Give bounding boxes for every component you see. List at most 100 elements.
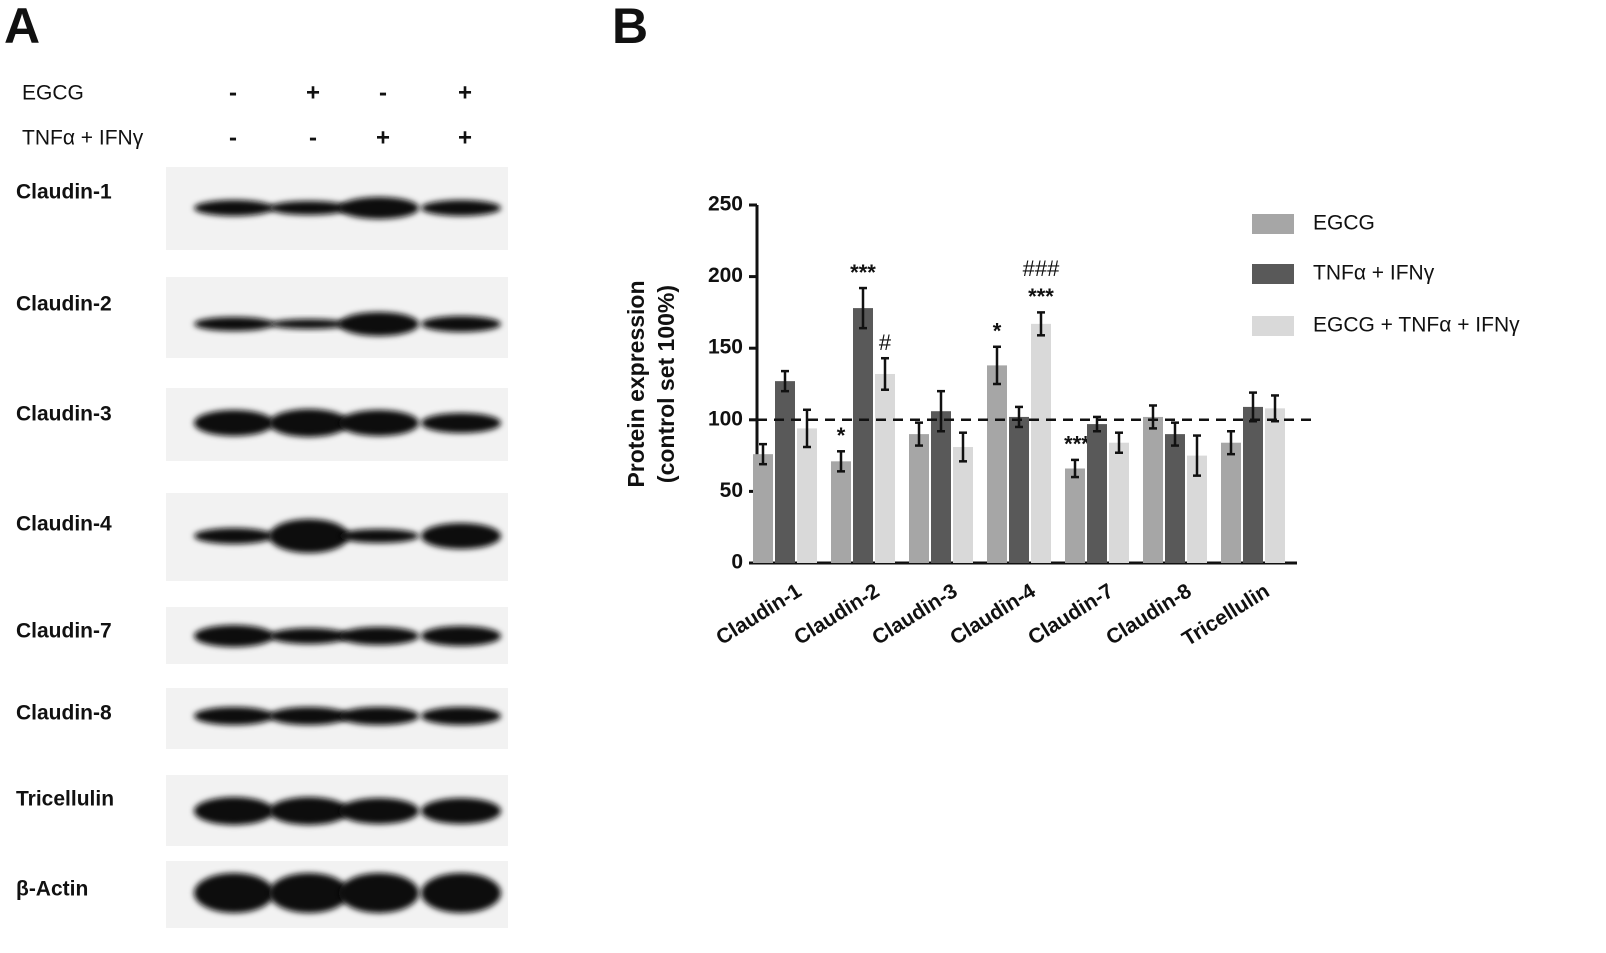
error-bar [1193,434,1201,477]
blot-band [194,707,274,725]
bar [1221,442,1241,563]
legend-label: EGCG + TNFα + IFNγ [1313,314,1520,337]
error-bar [881,356,889,391]
bar [931,411,951,563]
bar [831,461,851,563]
y-tick-label: 250 [708,193,743,216]
blot-band [269,519,349,553]
x-tick-label: Claudin-3 [868,579,961,649]
blot-band [194,410,274,436]
blot-band [339,627,419,645]
y-tick-label: 0 [731,551,743,574]
blot-band [194,317,274,331]
error-bar [859,286,867,330]
blot-band [421,707,501,725]
x-tick-label: Claudin-7 [1024,579,1117,649]
blot-band [194,873,274,913]
treatment-sign: - [229,124,237,151]
significance-label: *** [1064,432,1090,457]
blot-band [194,528,274,544]
error-bar [1071,458,1079,479]
error-bar [1015,405,1023,429]
blot-band [421,413,501,433]
blot-label: β-Actin [16,878,88,901]
significance-label: *** [850,260,876,285]
blot-band [269,319,349,329]
significance-label: * [837,423,846,448]
blot-band [421,200,501,216]
blot-band [339,410,419,436]
treatment-sign: - [379,79,387,106]
treatment-label: TNFα + IFNγ [22,127,144,150]
blot-band [194,797,274,825]
error-bar [937,389,945,433]
bar [775,381,795,563]
bar [1087,424,1107,563]
blot-band [194,625,274,647]
significance-label: *** [1028,284,1054,309]
bar [1031,323,1051,563]
y-tick-label: 50 [720,479,743,502]
legend-swatch [1252,264,1294,284]
error-bar [1115,431,1123,454]
blot-band [339,798,419,824]
x-tick-label: Tricellulin [1178,579,1273,650]
y-axis-label: (control set 100%) [653,285,679,483]
error-bar [837,450,845,473]
blot-band [421,626,501,646]
error-bar [759,442,767,466]
treatment-label: EGCG [22,82,84,105]
blot-band [339,707,419,725]
bar [1143,416,1163,563]
y-tick-label: 200 [708,264,743,287]
error-bar [915,421,923,447]
bar [853,308,873,563]
blot-label: Tricellulin [16,788,114,811]
bar [987,365,1007,563]
error-bar [959,431,967,463]
legend-swatch [1252,214,1294,234]
significance-label: # [879,330,892,355]
treatment-sign: + [306,79,320,106]
blot-band [269,201,349,215]
blot-band [421,873,501,913]
bar [797,428,817,563]
x-tick-label: Claudin-8 [1102,579,1196,649]
bar [953,447,973,563]
blot-label: Claudin-1 [16,181,112,204]
error-bar [1227,430,1235,456]
treatment-sign: + [458,79,472,106]
x-tick-label: Claudin-1 [712,579,806,649]
blot-band [269,873,349,913]
blot-band [269,797,349,825]
blot-band [339,873,419,913]
bar [875,373,895,563]
x-tick-label: Claudin-2 [790,579,883,649]
error-bar [1171,421,1179,447]
blot-label: Claudin-7 [16,620,112,643]
treatment-sign: - [229,79,237,106]
legend-label: EGCG [1313,212,1375,235]
blot-band [269,707,349,725]
blot-band [339,529,419,543]
error-bar [1149,404,1157,430]
blot-label: Claudin-3 [16,403,112,426]
blot-band [421,316,501,332]
error-bar [781,369,789,393]
blot-band [194,200,274,216]
bar [909,434,929,563]
y-tick-label: 100 [708,407,743,430]
blot-band [421,798,501,824]
legend-label: TNFα + IFNγ [1313,262,1435,285]
error-bar [993,345,1001,386]
y-tick-label: 150 [708,336,743,359]
error-bar [1271,394,1279,423]
bar [1165,434,1185,563]
error-bar [803,408,811,449]
blot-label: Claudin-8 [16,702,112,725]
blot-label: Claudin-4 [16,513,112,536]
x-tick-label: Claudin-4 [946,579,1040,649]
bar [1109,442,1129,563]
blot-band [269,409,349,437]
